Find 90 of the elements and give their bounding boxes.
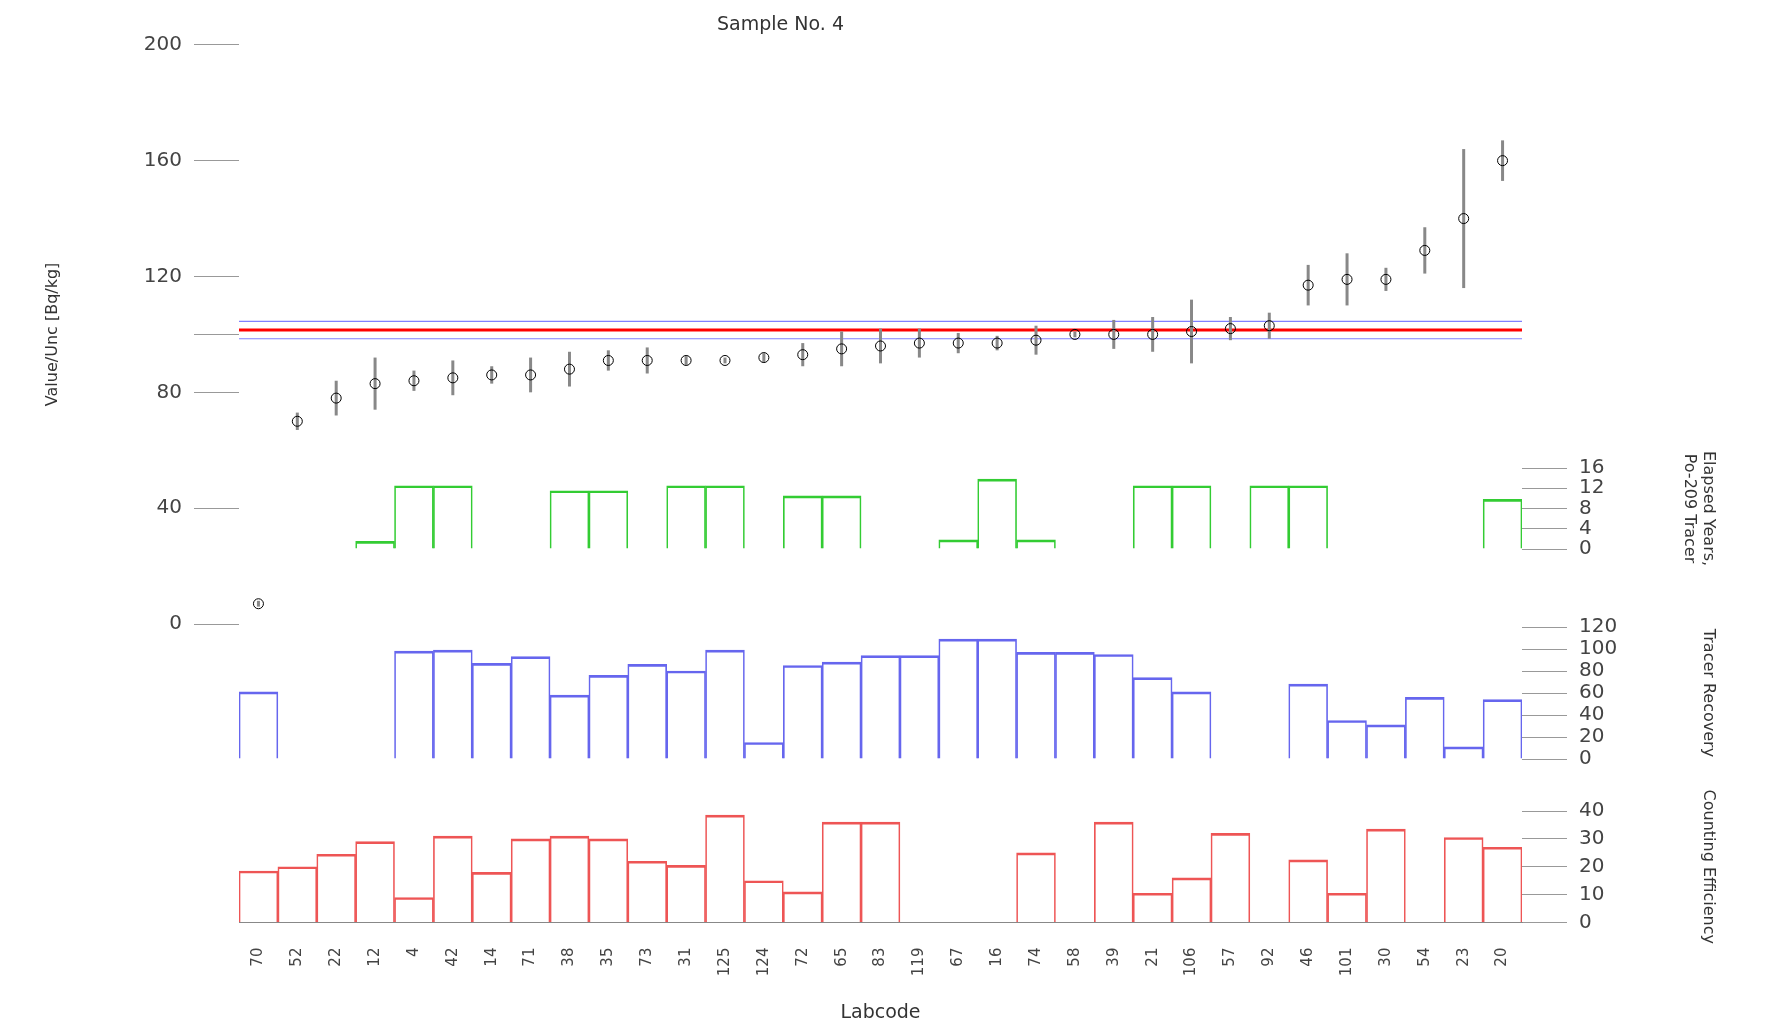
x-tick-label: 42 xyxy=(442,947,461,967)
y-axis-title: Tracer Recovery xyxy=(1700,627,1720,758)
point xyxy=(1458,213,1470,225)
y-tick-label: 160 xyxy=(143,146,182,171)
point xyxy=(1108,328,1120,340)
x-tick-label: 125 xyxy=(714,947,733,977)
point xyxy=(1497,155,1509,167)
y-tick-label: 0 xyxy=(1579,908,1592,933)
x-tick-label: 101 xyxy=(1336,947,1355,977)
point xyxy=(602,354,614,366)
x-tick-label: 65 xyxy=(831,947,850,967)
y-tick-label: 40 xyxy=(1579,701,1605,726)
y-tick-label: 20 xyxy=(1579,723,1605,748)
point xyxy=(1069,328,1081,340)
point xyxy=(1380,273,1392,285)
point xyxy=(875,340,886,352)
x-tick-label: 23 xyxy=(1453,947,1472,967)
y-tick-label: 0 xyxy=(169,610,182,635)
x-tick-label: 22 xyxy=(326,947,345,967)
x-tick-label: 92 xyxy=(1259,947,1278,967)
point xyxy=(991,337,1003,349)
x-tick-label: 124 xyxy=(753,947,772,977)
point xyxy=(563,363,575,375)
point xyxy=(1224,323,1236,335)
point xyxy=(447,372,459,384)
y-tick-label: 0 xyxy=(1579,745,1592,770)
y-tick-label: 60 xyxy=(1579,679,1605,704)
x-tick-label: 54 xyxy=(1414,947,1433,967)
y-tick-label: 100 xyxy=(1579,635,1618,660)
point xyxy=(408,375,420,387)
point xyxy=(797,349,809,361)
point xyxy=(330,392,342,404)
x-tick-label: 57 xyxy=(1220,947,1239,967)
x-tick-label: 58 xyxy=(1064,947,1083,967)
x-tick-label: 21 xyxy=(1142,947,1161,967)
point xyxy=(486,369,498,381)
y-tick-label: 80 xyxy=(156,378,182,403)
point xyxy=(291,415,303,427)
x-tick-label: 71 xyxy=(520,947,539,967)
x-tick-label: 38 xyxy=(559,947,578,967)
y-tick-label: 40 xyxy=(156,494,182,519)
y-tick-label: 120 xyxy=(1579,613,1618,638)
x-tick-label: 73 xyxy=(637,947,656,967)
x-tick-label: 70 xyxy=(248,947,267,967)
point xyxy=(680,354,692,366)
chart-title: Sample No. 4 xyxy=(717,12,844,35)
y-axis-title: Elapsed Years, Po-209 Tracer xyxy=(1681,450,1720,567)
x-tick-label: 52 xyxy=(287,947,306,967)
y-axis-title: Value/Unc [Bq/kg] xyxy=(41,262,61,407)
point xyxy=(1147,328,1159,340)
y-tick-label: 80 xyxy=(1579,657,1605,682)
point xyxy=(1302,279,1314,291)
y-axis-title: Counting Efficiency xyxy=(1700,789,1720,944)
x-tick-label: 46 xyxy=(1298,947,1317,967)
x-tick-label: 20 xyxy=(1492,947,1511,967)
x-tick-label: 4 xyxy=(403,947,422,958)
point xyxy=(1030,334,1042,346)
point xyxy=(719,354,731,366)
y-tick-label: 40 xyxy=(1579,797,1605,822)
x-tick-label: 106 xyxy=(1181,947,1200,977)
x-tick-label: 31 xyxy=(676,947,694,967)
x-tick-label: 67 xyxy=(948,947,967,967)
y-tick-label: 200 xyxy=(143,31,182,55)
x-tick-label: 35 xyxy=(598,947,617,967)
point xyxy=(525,369,537,381)
x-tick-label: 14 xyxy=(481,947,500,967)
y-tick-label: 30 xyxy=(1579,825,1605,850)
x-tick-label: 83 xyxy=(870,947,889,967)
point xyxy=(1419,244,1431,256)
point xyxy=(1263,320,1275,332)
point xyxy=(369,378,381,390)
point xyxy=(641,354,653,366)
x-tick-label: 72 xyxy=(792,947,811,967)
x-tick-label: 12 xyxy=(364,947,383,967)
point xyxy=(952,337,964,349)
y-tick-label: 20 xyxy=(1579,852,1605,877)
x-axis-title: Labcode xyxy=(840,999,921,1022)
point xyxy=(836,343,848,355)
x-tick-label: 74 xyxy=(1025,947,1044,967)
point xyxy=(1186,326,1198,337)
point xyxy=(913,337,925,349)
x-tick-label: 119 xyxy=(909,947,928,977)
point xyxy=(1341,273,1353,285)
point xyxy=(252,598,264,610)
point xyxy=(758,352,770,364)
x-tick-label: 16 xyxy=(987,947,1006,967)
y-tick-label: 10 xyxy=(1579,880,1605,905)
x-tick-label: 30 xyxy=(1375,947,1394,967)
x-tick-label: 39 xyxy=(1103,947,1122,967)
y-tick-label: 120 xyxy=(143,262,182,287)
